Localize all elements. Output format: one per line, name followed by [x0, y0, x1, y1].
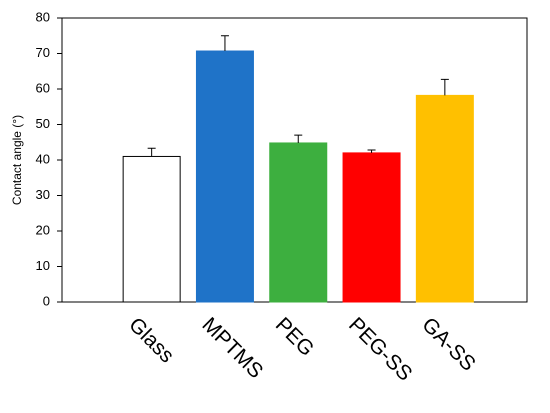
x-tick-label: MPTMS [197, 313, 267, 383]
y-tick-label: 40 [36, 151, 50, 166]
y-tick-label: 30 [36, 187, 50, 202]
x-tick-label: PEG [271, 313, 319, 361]
bar [415, 94, 474, 303]
y-tick-label: 80 [36, 9, 50, 24]
error-bar [294, 134, 303, 143]
y-tick-label: 20 [36, 222, 50, 237]
y-tick-label: 0 [43, 293, 50, 308]
x-tick-label: GA-SS [417, 313, 479, 375]
error-bar [220, 35, 229, 52]
error-bar [367, 149, 376, 153]
y-tick-label: 60 [36, 80, 50, 95]
bar [122, 155, 181, 303]
y-tick-label: 50 [36, 116, 50, 131]
y-tick-label: 70 [36, 45, 50, 60]
bar [195, 50, 254, 303]
bar [269, 142, 328, 303]
error-bar [440, 78, 449, 96]
y-tick-label: 10 [36, 258, 50, 273]
y-axis-label: Contact angle (°) [10, 115, 24, 205]
error-bar [147, 147, 156, 157]
x-tick-label: PEG-SS [344, 313, 416, 385]
bar [342, 152, 401, 303]
x-tick-label: Glass [124, 313, 178, 367]
